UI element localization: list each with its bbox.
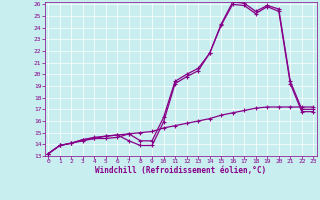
X-axis label: Windchill (Refroidissement éolien,°C): Windchill (Refroidissement éolien,°C) [95, 166, 266, 175]
